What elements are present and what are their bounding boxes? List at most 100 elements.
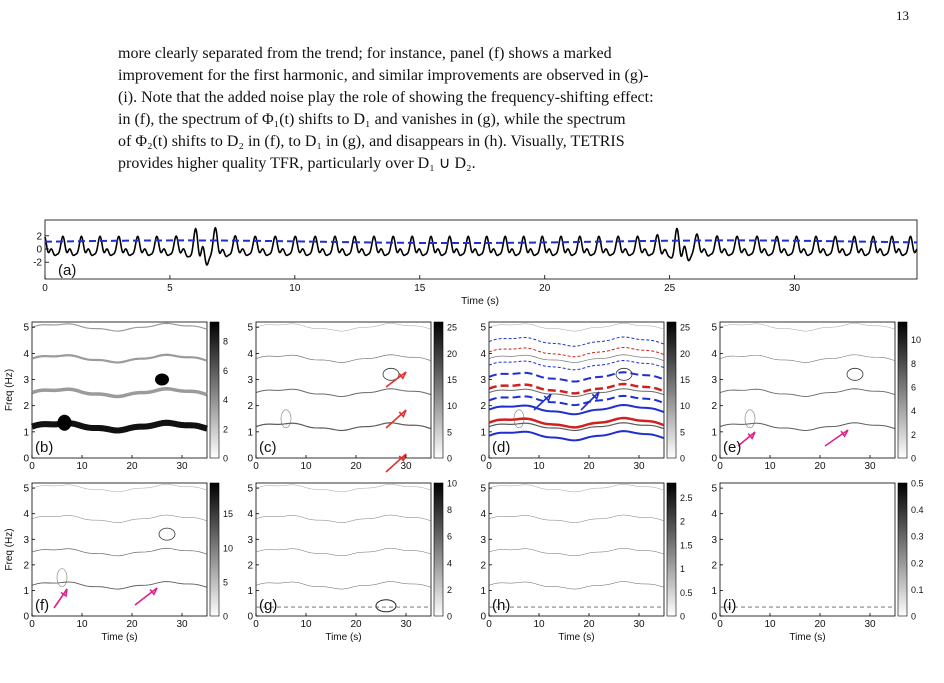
ridge-curve: [488, 581, 665, 590]
ridge-curve: [719, 422, 896, 431]
page-number: 13: [896, 8, 909, 23]
band-curve: [488, 430, 665, 442]
y-tick-label: 3: [711, 535, 717, 546]
ridge-curve: [31, 322, 208, 332]
y-axis-label: Freq (Hz): [4, 369, 15, 411]
y-axis-label: Freq (Hz): [4, 528, 15, 570]
colorbar-tick-label: 0: [447, 612, 452, 622]
colorbar-tick-label: 2: [447, 585, 452, 595]
colorbar: [666, 482, 677, 617]
x-tick-label: 30: [633, 461, 645, 472]
x-tick-label: 30: [864, 461, 876, 472]
y-tick-label: 1: [480, 586, 486, 597]
band-curve: [488, 382, 665, 395]
colorbar-tick-label: 6: [223, 366, 228, 376]
colorbar-tick-label: 2.5: [680, 493, 693, 503]
arrow-head: [747, 431, 756, 440]
band-curve: [488, 394, 665, 407]
x-tick-label: 30: [633, 619, 645, 630]
annotation-arrow: [385, 453, 407, 473]
annotation-arrow: [824, 429, 849, 447]
y-tick-label: 0: [23, 454, 29, 465]
colorbar-tick-label: 25: [447, 323, 457, 333]
y-tick-label: 5: [23, 323, 29, 334]
x-tick-label: 0: [29, 619, 35, 630]
ridge-curve: [255, 354, 432, 363]
x-tick-label: 0: [717, 461, 723, 472]
arrow-head: [398, 371, 407, 380]
paragraph-line: improvement for the first harmonic, and …: [118, 67, 649, 84]
ridge-curve: [719, 388, 896, 397]
band-curve: [488, 403, 665, 416]
y-tick-label: 0: [247, 454, 253, 465]
colorbar: [666, 321, 677, 459]
colorbar-tick-label: 0: [911, 612, 916, 622]
annotation-arrow: [385, 409, 407, 429]
x-tick-label: 10: [300, 619, 312, 630]
noise-feature: [158, 527, 176, 541]
x-tick-label: 20: [583, 619, 595, 630]
arrow-head: [60, 588, 68, 598]
heatmap-axes: [31, 482, 208, 617]
heatmap-axes: [719, 482, 896, 617]
ridge-curve: [488, 548, 665, 557]
colorbar-tick-label: 4: [223, 395, 228, 405]
ridge-curve: [31, 547, 208, 557]
annotation-arrow: [580, 391, 600, 411]
ridge-curve: [31, 484, 208, 493]
colorbar-tick-label: 10: [223, 543, 233, 553]
panel-label: (g): [259, 597, 277, 614]
y-tick-label: 5: [247, 484, 253, 495]
colorbar-tick-label: 5: [680, 427, 685, 437]
panel-label: (h): [492, 597, 510, 614]
colorbar-tick-label: 4: [447, 558, 452, 568]
colorbar-tick-label: 10: [680, 401, 690, 411]
y-tick-label: 5: [23, 484, 29, 495]
y-tick-label: 0: [36, 245, 42, 256]
ridge-curve: [719, 354, 896, 363]
x-tick-label: 20: [350, 619, 362, 630]
noise-feature: [846, 367, 864, 381]
ridge-curve: [255, 484, 432, 493]
x-tick-label: 20: [126, 461, 138, 472]
panel-label: (b): [35, 439, 53, 456]
colorbar-tick-label: 0: [223, 612, 228, 622]
y-tick-label: 2: [711, 401, 717, 412]
band-curve: [488, 371, 665, 383]
noise-feature: [375, 599, 397, 613]
y-tick-label: 2: [36, 231, 42, 242]
colorbar-tick-label: 10: [447, 401, 457, 411]
y-tick-label: 5: [247, 323, 253, 334]
annotation-arrow: [134, 587, 158, 606]
colorbar-tick-label: 2: [911, 430, 916, 440]
ridge-curve: [488, 422, 665, 432]
arrow-head: [591, 391, 600, 401]
x-tick-label: 20: [583, 461, 595, 472]
y-tick-label: 0: [480, 454, 486, 465]
signal-line: [44, 226, 918, 266]
colorbar-tick-label: 15: [223, 509, 233, 519]
colorbar-tick-label: 1: [680, 564, 685, 574]
colorbar-tick-label: 6: [911, 383, 916, 393]
x-tick-label: 10: [533, 619, 545, 630]
y-tick-label: 5: [480, 323, 486, 334]
x-tick-label: 30: [864, 619, 876, 630]
panel-label: (c): [259, 439, 277, 456]
ridge-curve: [255, 422, 432, 432]
noise-feature: [280, 409, 292, 429]
colorbar: [209, 482, 220, 617]
y-tick-label: 2: [480, 560, 486, 571]
colorbar-tick-label: 0.1: [911, 585, 924, 595]
colorbar-tick-label: 20: [447, 349, 457, 359]
colorbar-tick-label: 5: [223, 577, 228, 587]
x-tick-label: 0: [253, 461, 259, 472]
annotation-arrow: [533, 393, 552, 411]
y-tick-label: 5: [711, 323, 717, 334]
arrow-head: [543, 393, 552, 403]
colorbar-tick-label: 0: [911, 454, 916, 464]
y-tick-label: 4: [480, 509, 486, 520]
colorbar-tick-label: 0: [680, 612, 685, 622]
colorbar-tick-label: 0.3: [911, 532, 924, 542]
